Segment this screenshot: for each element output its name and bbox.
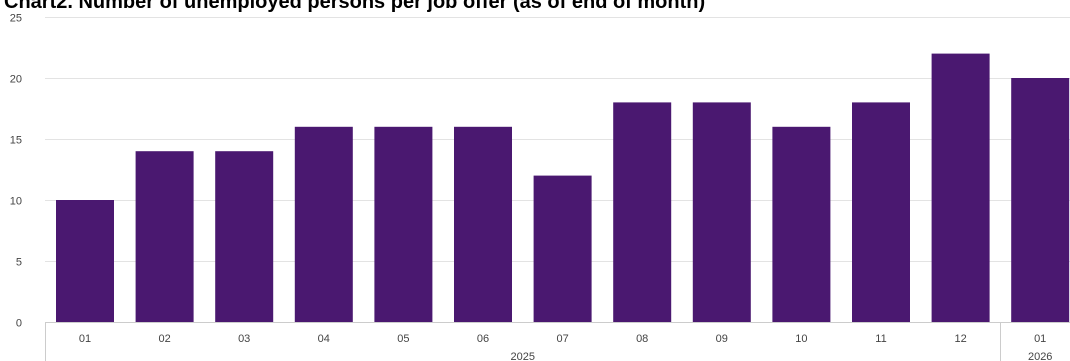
x-group-label: 2025: [511, 351, 535, 361]
bar-11[interactable]: [852, 102, 910, 323]
x-tick-label: 01: [79, 333, 91, 345]
y-tick-label: 10: [10, 196, 22, 208]
chart-title: Chart2. Number of unemployed persons per…: [4, 0, 706, 13]
x-tick-label: 09: [716, 333, 728, 345]
bar-05[interactable]: [374, 126, 433, 322]
x-tick-label: 01: [1034, 333, 1046, 345]
bar-07[interactable]: [533, 175, 592, 322]
y-tick-label: 15: [10, 135, 22, 147]
x-tick-label: 10: [795, 333, 807, 345]
bar-09[interactable]: [692, 102, 751, 323]
x-tick-label: 04: [318, 333, 330, 345]
bar-12[interactable]: [931, 53, 990, 322]
bar-08[interactable]: [613, 102, 672, 323]
x-tick-label: 11: [875, 333, 886, 345]
x-tick-label: 12: [954, 333, 966, 345]
x-tick-label: 07: [556, 333, 568, 345]
x-group-label: 2026: [1028, 351, 1052, 361]
y-tick-label: 5: [16, 257, 22, 269]
x-tick-label: 08: [636, 333, 648, 345]
x-tick-label: 05: [397, 333, 409, 345]
x-tick-label: 03: [238, 333, 250, 345]
bar-01[interactable]: [1011, 78, 1070, 322]
bar-10[interactable]: [772, 126, 831, 322]
bar-03[interactable]: [215, 151, 274, 322]
y-tick-label: 20: [10, 74, 22, 86]
y-tick-label: 0: [16, 318, 22, 330]
y-tick-label: 25: [10, 13, 22, 25]
bar-06[interactable]: [454, 126, 512, 322]
bar-02[interactable]: [135, 151, 194, 322]
bar-01[interactable]: [56, 200, 114, 322]
x-tick-label: 02: [158, 333, 170, 345]
bar-04[interactable]: [294, 126, 353, 322]
x-tick-label: 06: [477, 333, 489, 345]
